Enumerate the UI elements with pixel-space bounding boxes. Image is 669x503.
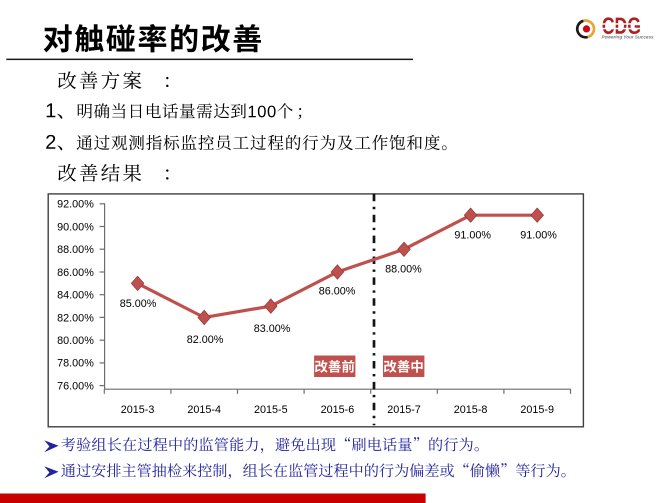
svg-text:Powering Your Success: Powering Your Success — [602, 35, 655, 40]
svg-text:2015-8: 2015-8 — [454, 404, 488, 416]
svg-text:2015-5: 2015-5 — [254, 404, 288, 416]
svg-text:84.00%: 84.00% — [57, 290, 94, 302]
svg-text:82.00%: 82.00% — [187, 334, 224, 346]
svg-text:91.00%: 91.00% — [454, 229, 491, 241]
svg-text:91.00%: 91.00% — [520, 229, 557, 241]
svg-text:78.00%: 78.00% — [57, 358, 94, 370]
svg-text:2015-4: 2015-4 — [187, 404, 221, 416]
svg-text:86.00%: 86.00% — [57, 267, 94, 279]
svg-text:2015-7: 2015-7 — [387, 404, 421, 416]
svg-text:83.00%: 83.00% — [254, 323, 291, 335]
svg-text:2015-9: 2015-9 — [520, 404, 554, 416]
svg-text:82.00%: 82.00% — [57, 312, 94, 324]
svg-text:88.00%: 88.00% — [57, 244, 94, 256]
svg-text:88.00%: 88.00% — [385, 264, 422, 276]
svg-text:86.00%: 86.00% — [319, 286, 356, 298]
svg-text:80.00%: 80.00% — [57, 335, 94, 347]
svg-text:2015-6: 2015-6 — [321, 404, 355, 416]
svg-text:2015-3: 2015-3 — [121, 404, 155, 416]
svg-text:85.00%: 85.00% — [120, 298, 157, 310]
svg-text:92.00%: 92.00% — [57, 199, 94, 211]
svg-text:90.00%: 90.00% — [57, 221, 94, 233]
svg-text:76.00%: 76.00% — [57, 381, 94, 393]
